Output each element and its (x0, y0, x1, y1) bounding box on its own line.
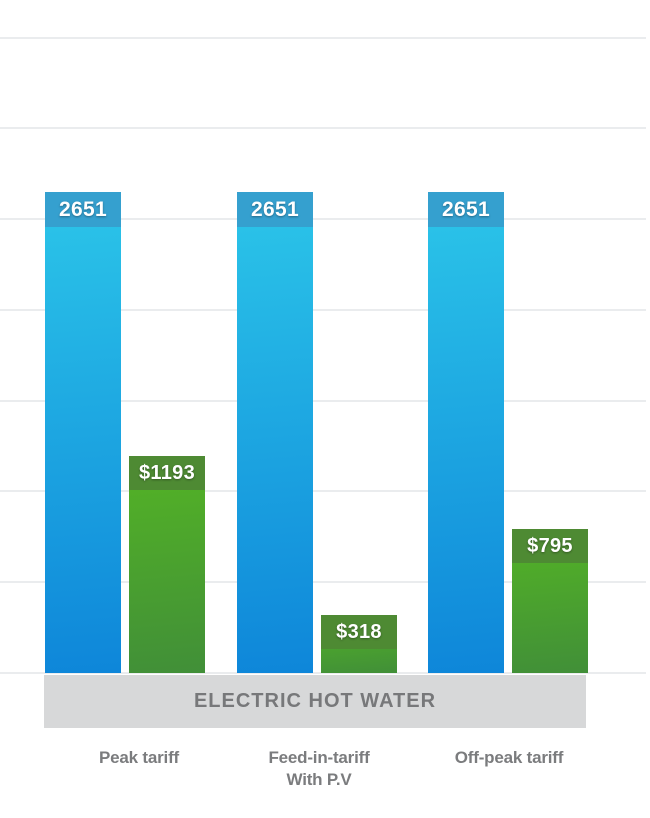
bar-blue-bars-group-3: 2651 (428, 192, 504, 673)
category-label-line: Peak tariff (98, 748, 179, 767)
gridline (0, 127, 646, 129)
category-label-line: Feed-in-tariff (268, 748, 370, 767)
gridline (0, 218, 646, 220)
category-label-3: Off-peak tariff (399, 747, 619, 769)
category-label-line: Off-peak tariff (454, 748, 564, 767)
bar-value-label: $318 (336, 620, 382, 643)
bar-green-bars-group-2: $318 (321, 615, 397, 673)
category-label-2: Feed-in-tariff With P.V (209, 747, 429, 791)
category-label-line: With P.V (286, 770, 352, 789)
bar-cap: $318 (321, 615, 397, 649)
bar-value-label: 2651 (59, 197, 107, 221)
gridline (0, 400, 646, 402)
category-label-1: Peak tariff (29, 747, 249, 769)
bar-blue-bars-group-2: 2651 (237, 192, 313, 673)
bar-value-label: 2651 (442, 197, 490, 221)
bar-value-label: $1193 (138, 461, 195, 484)
gridline (0, 490, 646, 492)
chart-banner: ELECTRIC HOT WATER (44, 675, 586, 728)
bar-cap: 2651 (45, 192, 121, 227)
bar-blue-bars-group-1: 2651 (45, 192, 121, 673)
chart-title: ELECTRIC HOT WATER (193, 690, 437, 712)
bar-green-bars-group-3: $795 (512, 529, 588, 673)
bar-cap: 2651 (237, 192, 313, 227)
bar-value-label: 2651 (251, 197, 299, 221)
gridline (0, 672, 646, 674)
gridline (0, 581, 646, 583)
bar-cap: $795 (512, 529, 588, 563)
gridline (0, 309, 646, 311)
bar-cap: 2651 (428, 192, 504, 227)
gridline (0, 37, 646, 39)
bar-value-label: $795 (527, 534, 573, 557)
bar-green-bars-group-1: $1193 (129, 456, 205, 673)
bar-cap: $1193 (129, 456, 205, 490)
